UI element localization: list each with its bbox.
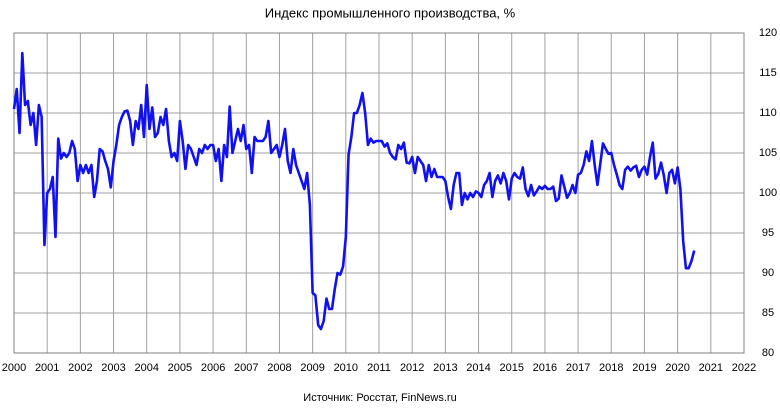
y-tick-label: 90 <box>762 267 774 279</box>
plot-frame <box>13 32 745 354</box>
x-tick-label: 2007 <box>234 362 258 374</box>
x-tick-label: 2021 <box>699 362 723 374</box>
x-tick-label: 2003 <box>101 362 125 374</box>
x-tick-label: 2015 <box>499 362 523 374</box>
y-tick-label: 80 <box>762 347 774 359</box>
x-tick-label: 2009 <box>300 362 324 374</box>
x-tick-label: 2018 <box>599 362 623 374</box>
x-tick-label: 2022 <box>732 362 756 374</box>
data-line <box>12 51 696 331</box>
x-tick-label: 2013 <box>433 362 457 374</box>
x-tick-label: 2005 <box>168 362 192 374</box>
y-tick-label: 95 <box>762 227 774 239</box>
y-tick-label: 110 <box>759 107 777 119</box>
x-tick-label: 2016 <box>533 362 557 374</box>
x-tick-label: 2014 <box>466 362 490 374</box>
chart-title: Индекс промышленного производства, % <box>265 5 516 20</box>
x-tick-label: 2006 <box>201 362 225 374</box>
source-note: Источник: Росстат, FinNews.ru <box>303 392 456 404</box>
x-tick-label: 2019 <box>632 362 656 374</box>
y-tick-label: 120 <box>759 27 777 39</box>
y-tick-label: 105 <box>759 147 777 159</box>
x-tick-label: 2004 <box>134 362 158 374</box>
y-tick-label: 100 <box>759 187 777 199</box>
x-tick-label: 2008 <box>267 362 291 374</box>
y-tick-label: 85 <box>762 307 774 319</box>
x-tick-label: 2000 <box>2 362 26 374</box>
x-tick-label: 2001 <box>35 362 59 374</box>
x-tick-label: 2002 <box>68 362 92 374</box>
x-tick-label: 2017 <box>566 362 590 374</box>
x-tick-label: 2010 <box>334 362 358 374</box>
x-tick-label: 2011 <box>367 362 391 374</box>
x-tick-label: 2020 <box>665 362 689 374</box>
y-tick-label: 115 <box>759 67 777 79</box>
x-tick-label: 2012 <box>400 362 424 374</box>
